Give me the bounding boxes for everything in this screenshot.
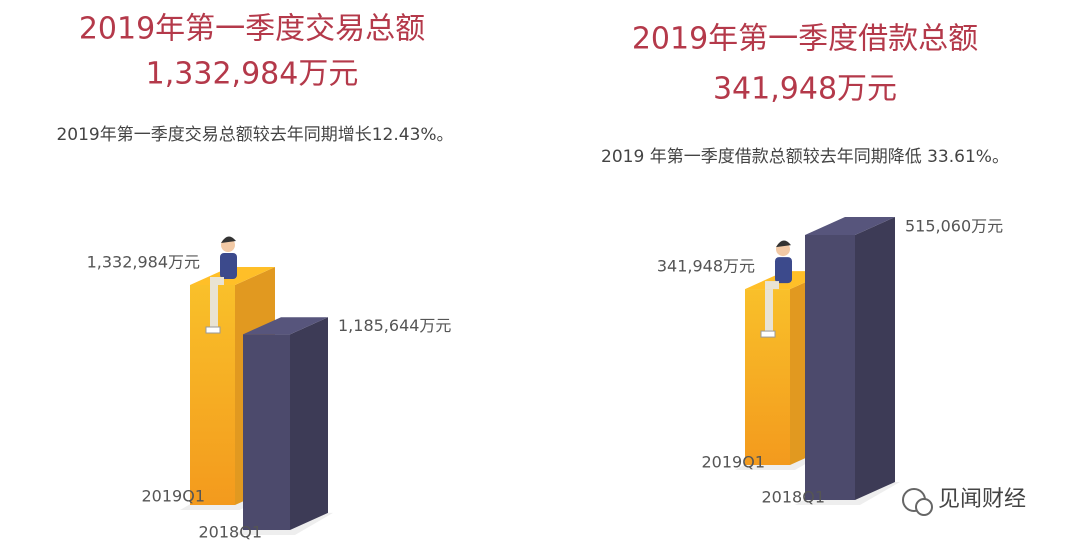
category-label: 2018Q1	[199, 523, 263, 542]
figure-shoe	[760, 330, 776, 338]
bar-top	[805, 217, 895, 235]
headline: 1,332,984万元	[146, 57, 359, 92]
category-label: 2019Q1	[702, 453, 766, 472]
bar-side	[855, 217, 895, 500]
figure-shins	[210, 285, 218, 327]
subtitle: 2019年第一季度交易总额较去年同期增长12.43%。	[56, 125, 453, 145]
bar-group	[233, 317, 333, 535]
figure-legs	[210, 277, 224, 285]
subtitle: 2019 年第一季度借款总额较去年同期降低 33.61%。	[601, 147, 1009, 167]
bar-group	[795, 217, 900, 505]
bar	[805, 235, 855, 500]
category-label: 2018Q1	[762, 488, 826, 507]
value-label: 1,185,644万元	[338, 316, 451, 335]
value-label: 341,948万元	[657, 257, 755, 276]
figure-legs	[765, 281, 779, 290]
figure-shoe	[205, 326, 221, 334]
value-label: 1,332,984万元	[87, 253, 200, 272]
chart-title: 2019年第一季度交易总额	[79, 12, 425, 47]
bar-top	[243, 317, 328, 335]
bar	[243, 334, 290, 530]
watermark: 见闻财经	[938, 487, 1026, 512]
figure-body	[220, 253, 237, 279]
figure-shins	[765, 289, 773, 332]
value-label: 515,060万元	[905, 217, 1003, 236]
figure-hair	[776, 240, 791, 248]
category-label: 2019Q1	[142, 487, 206, 506]
wechat-icon	[915, 498, 933, 516]
figure-body	[775, 257, 792, 284]
bar-side	[290, 317, 328, 530]
headline: 341,948万元	[713, 72, 897, 107]
figure-hair	[221, 236, 236, 243]
chart-title: 2019年第一季度借款总额	[632, 22, 978, 57]
